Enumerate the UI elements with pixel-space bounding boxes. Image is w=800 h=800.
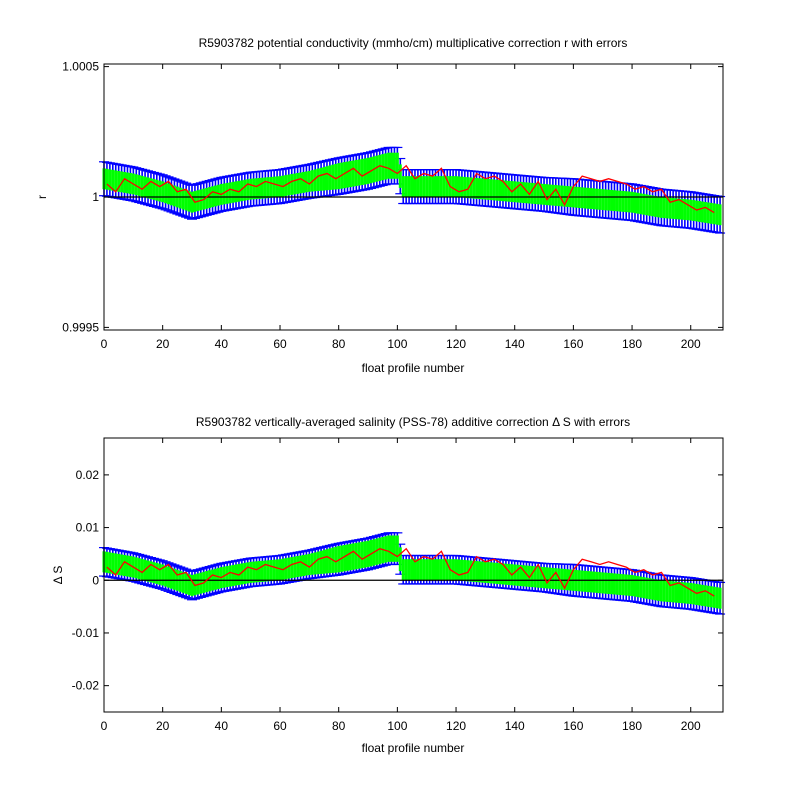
plot-marks [99, 532, 726, 615]
conductivity-correction-panel: R5903782 potential conductivity (mmho/cm… [35, 36, 726, 375]
x-tick-label: 20 [156, 337, 170, 351]
x-tick-label: 140 [505, 719, 525, 733]
x-tick-label: 160 [563, 719, 583, 733]
y-tick-label: 1 [92, 190, 99, 204]
axes: 0 20 40 60 80 100 120 140 160 180 200 0.9995 1 1.0005 [62, 60, 723, 351]
x-tick-label: 80 [332, 337, 346, 351]
y-tick-label: 0.02 [76, 468, 100, 482]
x-tick-label: 40 [215, 719, 229, 733]
x-axis-label: float profile number [362, 741, 465, 755]
y-tick-label: -0.01 [72, 626, 100, 640]
chart-title: R5903782 potential conductivity (mmho/cm… [199, 36, 628, 50]
y-tick-label: 0.9995 [62, 320, 99, 334]
x-tick-label: 180 [622, 337, 642, 351]
x-tick-label: 200 [681, 719, 701, 733]
x-tick-label: 180 [622, 719, 642, 733]
x-tick-label: 0 [101, 337, 108, 351]
x-tick-label: 160 [563, 337, 583, 351]
x-tick-label: 100 [387, 719, 407, 733]
y-tick-label: -0.02 [72, 679, 100, 693]
x-tick-label: 60 [273, 337, 287, 351]
plot-marks [99, 146, 726, 234]
x-tick-label: 80 [332, 719, 346, 733]
y-axis-label: r [35, 195, 49, 199]
x-tick-label: 200 [681, 337, 701, 351]
y-axis-label: Δ S [51, 566, 65, 585]
y-tick-label: 1.0005 [62, 60, 99, 74]
x-tick-label: 140 [505, 337, 525, 351]
x-tick-label: 120 [446, 337, 466, 351]
x-tick-label: 100 [387, 337, 407, 351]
x-tick-label: 60 [273, 719, 287, 733]
x-tick-label: 40 [215, 337, 229, 351]
chart-title: R5903782 vertically-averaged salinity (P… [196, 415, 630, 429]
error-bars-inner [102, 152, 722, 226]
y-tick-label: 0.01 [76, 521, 100, 535]
plot-frame [103, 437, 724, 713]
series-line [106, 164, 715, 214]
y-tick-label: 0 [92, 573, 99, 587]
salinity-correction-panel: R5903782 vertically-averaged salinity (P… [51, 415, 726, 755]
series-line [106, 547, 715, 597]
x-tick-label: 20 [156, 719, 170, 733]
x-axis-label: float profile number [362, 361, 465, 375]
x-tick-label: 0 [101, 719, 108, 733]
x-tick-label: 120 [446, 719, 466, 733]
axes: 0 20 40 60 80 100 120 140 160 180 200 -0.02 -0.01 0 0.… [72, 438, 723, 733]
